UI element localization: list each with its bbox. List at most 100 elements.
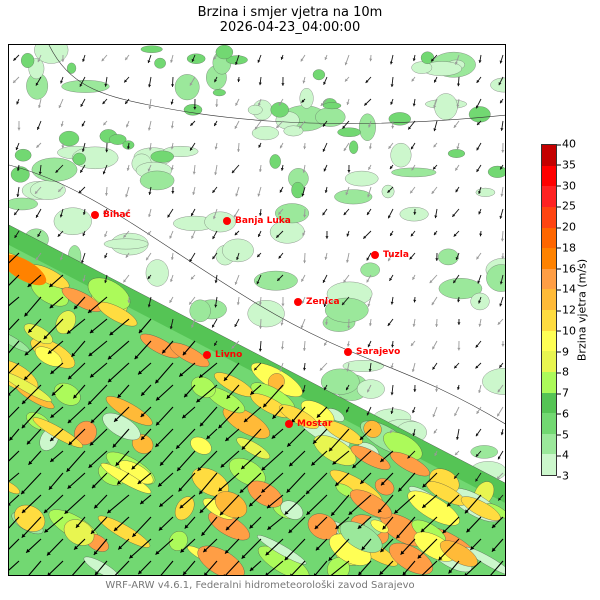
wind-arrow-head: [322, 123, 326, 127]
wind-arrow-head: [51, 391, 56, 396]
wind-arrow: [131, 516, 152, 538]
wind-arrow-head: [263, 403, 267, 408]
wind-arrow-head: [197, 466, 202, 471]
wind-arrow-head: [457, 347, 461, 351]
wind-arrow-head: [59, 214, 63, 218]
wind-contour: [228, 457, 266, 487]
wind-arrow-head: [396, 534, 401, 539]
wind-arrow-head: [50, 437, 55, 442]
wind-arrow-head: [390, 301, 394, 305]
wind-arrow-head: [346, 343, 350, 347]
wind-arrow-head: [140, 413, 145, 417]
city-label: Livno: [215, 350, 243, 360]
colorbar-tick: 16: [557, 262, 576, 275]
wind-arrow: [131, 450, 152, 470]
wind-arrow-head: [170, 167, 174, 171]
wind-contour: [9, 197, 38, 211]
wind-arrow-head: [90, 419, 95, 424]
wind-arrow-head: [258, 144, 262, 148]
wind-arrow-head: [299, 125, 303, 129]
wind-arrow-head: [117, 393, 122, 398]
city-zenica: Zenica: [294, 297, 340, 307]
wind-arrow-head: [311, 461, 316, 466]
wind-arrow-head: [48, 485, 53, 490]
wind-arrow: [225, 560, 240, 575]
wind-arrow-head: [358, 571, 363, 575]
wind-arrow-head: [147, 276, 151, 280]
wind-arrow-head: [346, 387, 349, 391]
map-title: Brzina i smjer vjetra na 10m: [197, 5, 383, 20]
wind-arrow: [9, 296, 20, 307]
colorbar-tick: 4: [557, 448, 569, 462]
wind-arrow-head: [138, 370, 142, 375]
wind-arrow-head: [36, 126, 40, 130]
wind-arrow-head: [170, 279, 173, 283]
wind-arrow-head: [68, 375, 72, 380]
wind-arrow-head: [170, 257, 174, 260]
wind-contour: [337, 127, 361, 137]
wind-arrow-head: [499, 60, 503, 64]
wind-contour: [312, 69, 325, 81]
wind-arrow-head: [410, 233, 414, 237]
wind-arrow-head: [433, 79, 437, 83]
wind-arrow-head: [300, 325, 304, 329]
wind-contour: [475, 187, 496, 197]
colorbar-tick: 9: [557, 345, 569, 358]
city-tuzla: Tuzla: [371, 250, 409, 260]
wind-arrow-head: [82, 212, 86, 215]
wind-arrow-head: [219, 511, 224, 516]
wind-arrow-head: [82, 233, 86, 237]
wind-arrow-head: [367, 303, 371, 307]
wind-arrow-head: [478, 60, 482, 63]
wind-arrow-head: [457, 299, 461, 303]
wind-arrow: [260, 472, 284, 494]
wind-arrow-head: [316, 413, 321, 418]
wind-arrow-head: [368, 369, 372, 372]
wind-contour: [324, 297, 369, 323]
wind-arrow: [46, 538, 64, 556]
wind-contour: [61, 80, 110, 93]
wind-arrow-head: [9, 503, 11, 506]
wind-arrow-head: [499, 303, 503, 307]
wind-arrow: [66, 450, 86, 473]
city-sarajevo: Sarajevo: [344, 347, 400, 357]
wind-arrow-head: [124, 79, 128, 83]
wind-contour: [236, 437, 271, 460]
wind-contour: [389, 542, 434, 575]
wind-arrow-head: [244, 418, 248, 423]
wind-arrow-head: [67, 484, 72, 489]
wind-arrow-head: [433, 166, 436, 170]
wind-arrow: [465, 560, 482, 575]
wind-arrow-head: [284, 510, 289, 515]
wind-arrow: [91, 472, 108, 489]
wind-contour: [468, 106, 491, 123]
wind-arrow-head: [390, 411, 394, 414]
wind-arrow-head: [258, 169, 262, 172]
wind-arrow: [66, 318, 86, 335]
wind-arrow-head: [390, 84, 394, 88]
wind-arrow-head: [324, 190, 328, 193]
wind-arrow: [328, 538, 350, 562]
wind-contour: [222, 406, 270, 439]
wind-arrow-head: [115, 461, 120, 466]
wind-arrow-head: [456, 83, 461, 87]
wind-arrow: [23, 362, 42, 381]
wind-contour: [349, 140, 359, 154]
wind-arrow-head: [59, 257, 63, 261]
wind-arrow-head: [43, 335, 48, 340]
wind-arrow-head: [225, 526, 230, 531]
wind-arrow-head: [290, 573, 293, 575]
wind-arrow-head: [387, 322, 391, 326]
wind-arrow-head: [420, 528, 425, 533]
wind-arrow-head: [125, 194, 129, 198]
wind-arrow: [44, 516, 64, 533]
wind-arrow: [265, 560, 284, 575]
wind-contour: [356, 379, 385, 399]
wind-arrow-head: [103, 210, 107, 214]
wind-contour: [391, 167, 437, 178]
wind-contour: [399, 207, 429, 222]
wind-arrow-head: [167, 214, 171, 218]
wind-arrow-head: [271, 434, 276, 439]
wind-arrow-head: [105, 149, 109, 153]
wind-arrow-head: [347, 325, 351, 329]
